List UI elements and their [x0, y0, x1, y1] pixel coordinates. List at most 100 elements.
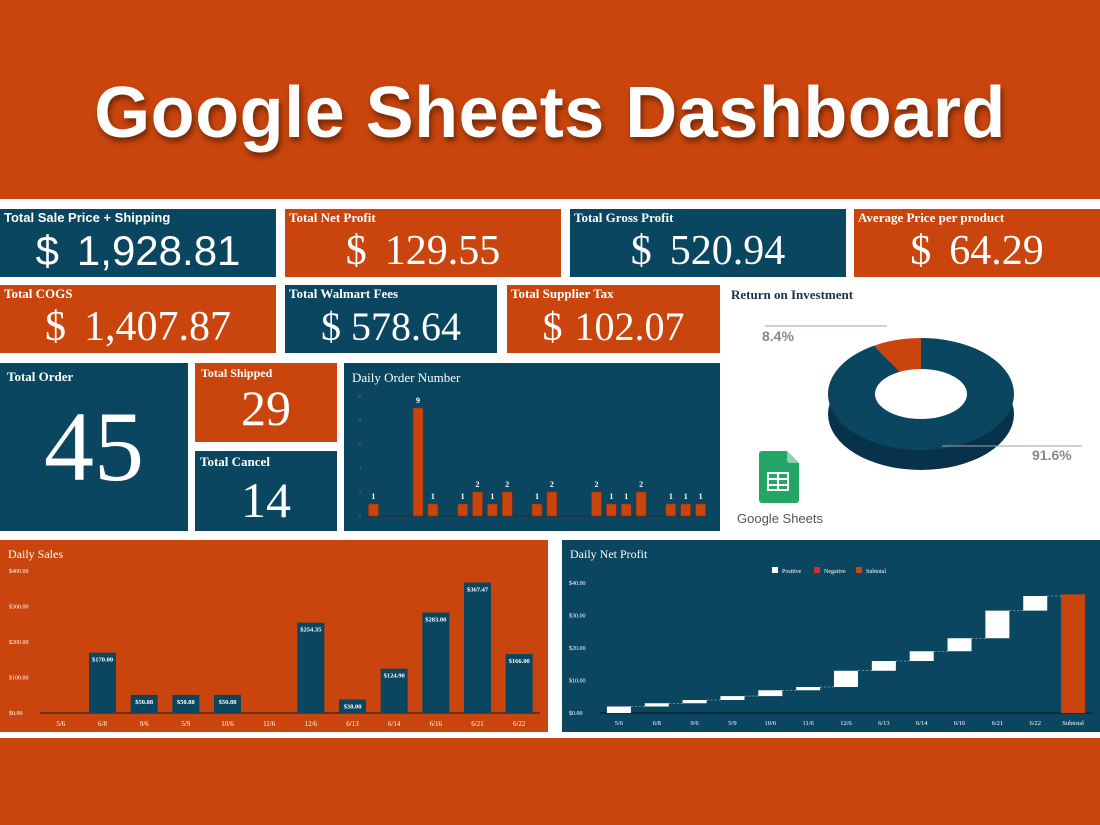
kpi-label: Total Supplier Tax [511, 286, 614, 301]
y-tick-label: $0.00 [9, 710, 23, 717]
bar [427, 503, 439, 517]
bar [546, 491, 558, 517]
x-tick-label: 5/9 [728, 720, 736, 727]
y-tick-label: $40.00 [569, 580, 586, 587]
bar [487, 503, 498, 517]
data-label: 2 [505, 480, 509, 489]
kpi-label: Total Net Profit [289, 210, 376, 225]
bar [620, 503, 632, 517]
data-label: 1 [669, 492, 673, 501]
kpi-total-order: Total Order 45 [0, 363, 188, 531]
kpi-value: $1,407.87 [45, 304, 231, 350]
bar [472, 491, 483, 517]
kpi-supplier-tax: Total Supplier Tax $102.07 [507, 285, 720, 353]
x-tick-label: 6/13 [878, 720, 890, 727]
legend-swatch [856, 567, 862, 573]
daily-order-chart-panel: Daily Order Number 0 2 4 6 8 10 1 9 1 1 2 1 2 1 2 2 1 1 2 1… [344, 363, 720, 531]
daily-net-profit-chart: $0.00 $10.00 $20.00 $30.00 $40.00 Positive Neg… [569, 567, 1092, 727]
bar [665, 503, 677, 517]
y-tick-label: $0.00 [569, 710, 583, 717]
y-tick-label: 4 [359, 466, 361, 471]
roi-label-large: 91.6% [1032, 447, 1072, 463]
kpi-label: Total Gross Profit [574, 210, 674, 225]
data-label: 1 [461, 492, 465, 501]
roi-title: Return on Investment [731, 287, 854, 302]
positive-bar [644, 703, 669, 707]
y-tick-label: $400.00 [9, 568, 29, 575]
data-label: 1 [431, 492, 435, 501]
bar [695, 503, 706, 517]
kpi-gross-profit: Total Gross Profit $520.94 [570, 209, 846, 277]
daily-order-chart: 0 2 4 6 8 10 1 9 1 1 2 1 2 1 2 2 1 1 2 1 1 1 [357, 394, 708, 519]
donut-hole [875, 369, 967, 419]
bar [501, 491, 513, 517]
y-tick-label: $30.00 [569, 613, 586, 620]
positive-bar [909, 651, 934, 661]
kpi-average-price: Average Price per product $64.29 [854, 209, 1100, 277]
x-tick-label: 10/6 [221, 720, 234, 728]
data-label: $367.47 [467, 587, 489, 594]
x-tick-label: 6/22 [513, 720, 526, 728]
data-label: 1 [535, 492, 539, 501]
bar [591, 491, 602, 517]
kpi-value: 14 [241, 472, 291, 528]
bar [606, 503, 617, 517]
x-tick-label: 5/9 [181, 720, 190, 728]
kpi-total-cancel: Total Cancel 14 [195, 451, 337, 531]
y-tick-label: 10 [357, 394, 361, 399]
x-tick-label: 6/16 [954, 720, 966, 727]
data-label: 1 [699, 492, 703, 501]
bar [380, 668, 408, 713]
kpi-net-profit: Total Net Profit $129.55 [285, 209, 561, 277]
kpi-value: $520.94 [630, 228, 786, 274]
data-label: $124.90 [384, 673, 405, 680]
legend-label: Subtotal [866, 569, 886, 575]
positive-bar [758, 690, 783, 697]
daily-net-profit-chart-panel: Daily Net Profit $0.00 $10.00 $20.00 $30.00… [562, 540, 1100, 732]
chart-title: Daily Net Profit [570, 547, 648, 561]
positive-bar [606, 706, 631, 713]
positive-bar [985, 610, 1010, 639]
data-label: 9 [416, 396, 420, 405]
kpi-label: Total Shipped [201, 366, 273, 380]
legend-swatch [814, 567, 820, 573]
dashboard-title: Google Sheets Dashboard [94, 73, 1006, 153]
bar [464, 582, 491, 713]
daily-sales-chart: $0.00 $100.00 $200.00 $300.00 $400.00 5/6 6/8 $… [9, 568, 540, 728]
bar [635, 491, 647, 517]
data-label: $166.00 [509, 658, 530, 665]
data-label: 1 [609, 492, 613, 501]
kpi-label: Average Price per product [858, 210, 1005, 225]
data-label: $38.00 [344, 704, 362, 711]
kpi-label: Total COGS [4, 286, 73, 301]
google-sheets-icon [759, 451, 799, 503]
x-tick-label: 6/21 [471, 720, 484, 728]
x-tick-label: 6/21 [992, 720, 1004, 727]
daily-sales-chart-panel: Daily Sales $0.00 $100.00 $200.00 $300.00 $4… [0, 540, 548, 732]
x-tick-label: Subtotal [1062, 720, 1084, 727]
y-tick-label: 2 [359, 490, 361, 495]
bar [412, 407, 424, 517]
data-label: 2 [639, 480, 643, 489]
kpi-value: $1,928.81 [35, 227, 241, 274]
bar [130, 694, 158, 713]
kpi-value: 45 [44, 391, 144, 502]
x-tick-label: 5/6 [56, 720, 65, 728]
bar [172, 694, 200, 713]
y-tick-label: 8 [359, 418, 361, 423]
data-label: 1 [624, 492, 628, 501]
bar [505, 654, 533, 713]
roi-donut-chart [759, 325, 1082, 503]
legend-label: Positive [782, 569, 802, 575]
x-tick-label: 6/14 [388, 720, 401, 728]
y-tick-label: $10.00 [569, 678, 586, 685]
data-label: $170.00 [92, 657, 113, 664]
kpi-walmart-fees: Total Walmart Fees $578.64 [285, 285, 497, 353]
x-tick-label: 6/14 [916, 720, 928, 727]
y-tick-label: 0 [359, 514, 361, 519]
x-tick-label: 11/6 [802, 720, 814, 727]
chart-title: Daily Sales [8, 547, 63, 561]
data-label: $50.88 [219, 699, 238, 706]
bar [89, 652, 116, 713]
x-tick-label: 6/13 [346, 720, 359, 728]
